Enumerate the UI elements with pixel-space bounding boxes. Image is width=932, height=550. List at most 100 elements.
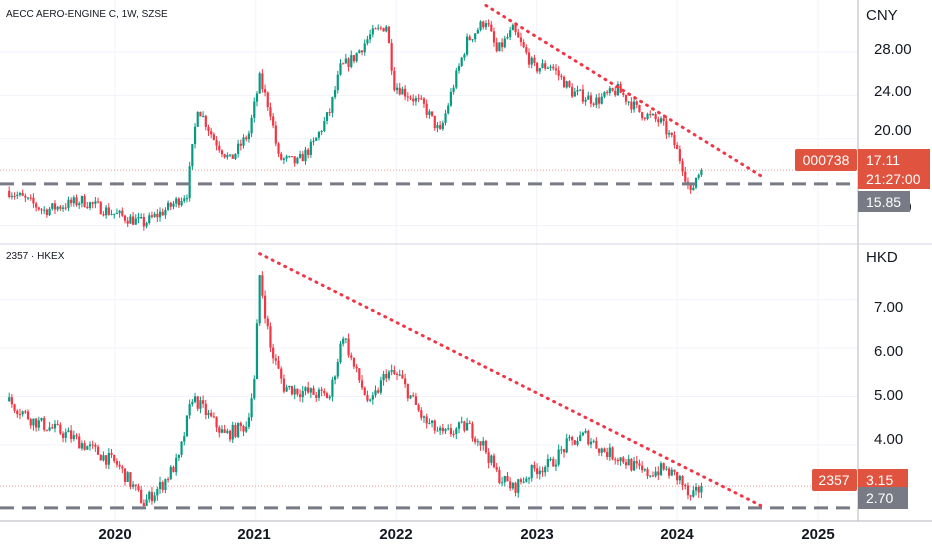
bottom-y-tick-1: 5.00 [874, 387, 903, 404]
bottom-candle-body [694, 487, 698, 491]
top-candle-body [643, 118, 646, 120]
bottom-candle-body [156, 489, 159, 496]
top-candle-body [282, 158, 286, 160]
bottom-candle-body [385, 373, 388, 379]
bottom-candle-body [188, 404, 191, 416]
bottom-candle-body [549, 458, 552, 460]
top-candle-body [272, 116, 275, 126]
top-currency-label[interactable]: CNY [866, 7, 898, 24]
top-candle-body [169, 202, 172, 207]
top-candle-body [288, 156, 291, 158]
top-candle-body [70, 199, 73, 204]
top-candle-body [430, 111, 434, 116]
top-candle-body [597, 97, 601, 104]
top-candle-body [53, 203, 57, 210]
bottom-support-tag [858, 487, 908, 509]
bottom-candle-body [298, 394, 302, 398]
bottom-candle-body [463, 421, 466, 431]
top-candle-body [102, 214, 105, 216]
top-candle-body [180, 200, 183, 206]
bottom-candle-body [336, 362, 339, 377]
bottom-trendline[interactable] [258, 252, 763, 508]
top-candle-body [619, 83, 622, 93]
top-candle-body [301, 154, 304, 162]
top-candle-body [293, 156, 296, 164]
bottom-candle-body [627, 459, 630, 466]
top-candle-body [635, 101, 638, 105]
top-candle-body [651, 114, 655, 116]
top-candle-body [83, 196, 86, 207]
grid [0, 0, 858, 521]
top-candle-body [571, 86, 574, 97]
bottom-candle-body [686, 485, 690, 496]
top-candle-body [344, 58, 347, 64]
top-candle-body [215, 140, 218, 146]
bottom-candle-body [492, 455, 496, 468]
bottom-candle-body [562, 449, 566, 453]
bottom-candle-body [358, 368, 361, 381]
bottom-candle-body [277, 360, 280, 369]
bottom-candle-body [40, 418, 43, 421]
top-candle-body [218, 145, 221, 151]
bottom-candle-body [180, 441, 183, 455]
bottom-candle-body [172, 466, 175, 473]
top-candle-body [325, 112, 329, 121]
bottom-candle-body [622, 457, 625, 463]
bottom-candle-body [360, 380, 364, 388]
bottom-candle-body [307, 387, 310, 393]
top-candle-body [369, 34, 372, 40]
bottom-candle-body [544, 467, 547, 473]
top-candle-body [269, 107, 272, 117]
top-candle-body [371, 28, 374, 35]
top-candle-body [417, 98, 420, 100]
bottom-candle-body [565, 438, 568, 453]
top-candle-body [59, 206, 62, 209]
overlays [0, 3, 858, 510]
bottom-candle-body [242, 426, 245, 432]
top-candle-body [220, 150, 224, 155]
top-candle-body [560, 75, 563, 77]
bottom-currency-label[interactable]: HKD [866, 249, 898, 266]
bottom-candle-body [509, 481, 512, 489]
bottom-candle-body [471, 423, 474, 439]
top-candle-body [64, 207, 67, 209]
top-candle-body [261, 73, 264, 90]
bottom-candle-body [506, 475, 509, 482]
top-candle-body [444, 113, 447, 123]
top-candle-body [43, 209, 46, 211]
bottom-candle-body [320, 389, 323, 391]
top-candle-body [533, 57, 536, 63]
bottom-candle-body [414, 396, 418, 405]
bottom-candle-body [614, 459, 617, 461]
bottom-candle-body [684, 485, 687, 487]
top-candle-body [549, 66, 552, 68]
bottom-candle-body [45, 429, 48, 431]
top-candle-body [627, 101, 630, 103]
bottom-symbol-tag [812, 469, 857, 491]
top-candle-body [573, 91, 576, 97]
bottom-candle-body [91, 444, 94, 446]
bottom-candle-body [673, 469, 676, 472]
bottom-candle-body [651, 475, 655, 477]
top-candle-body [91, 202, 94, 204]
top-candle-body [500, 42, 504, 48]
bottom-candle-body [315, 394, 318, 398]
top-y-tick-3: 28.00 [874, 41, 912, 58]
top-candle-body [479, 21, 482, 30]
bottom-candle-body [662, 463, 665, 470]
top-candle-body [433, 115, 436, 129]
top-candle-body [48, 208, 51, 216]
top-trendline[interactable] [484, 3, 763, 178]
bottom-candle-body [113, 454, 116, 462]
x-tick-2023: 2023 [520, 526, 553, 543]
bottom-candle-body [134, 484, 137, 487]
top-candle-body [347, 58, 350, 67]
bottom-candle-body [183, 436, 186, 442]
top-candle-body [339, 63, 342, 75]
top-candle-body [476, 29, 479, 34]
top-candle-body [352, 55, 356, 62]
top-candle-body [253, 101, 256, 118]
bottom-candle-body [474, 438, 477, 443]
bottom-candle-body [533, 464, 536, 469]
bottom-candle-body [323, 390, 326, 394]
